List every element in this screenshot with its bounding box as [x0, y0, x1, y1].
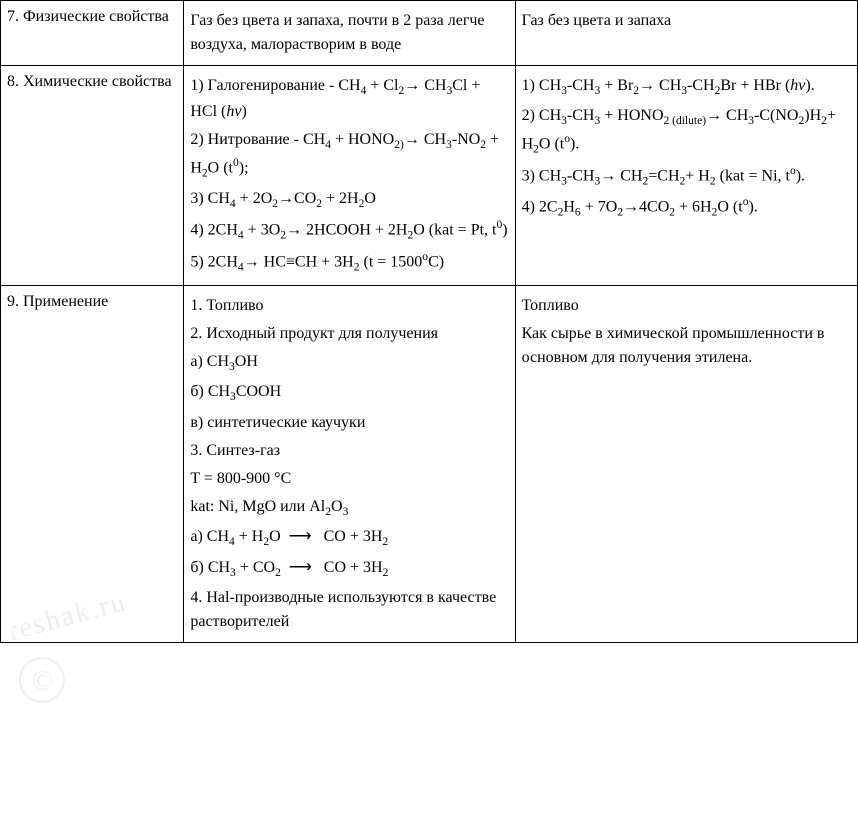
chem-line: 2) CH3-CH3 + HONO2 (dilute)→ CH3-C(NO2)H… [522, 104, 851, 158]
cell-col3: Топливо Как сырье в химической промышлен… [515, 285, 857, 642]
chem-line: a) CH3OH [190, 350, 508, 376]
text-line: 3. Синтез-газ [190, 439, 508, 463]
chem-line: kat: Ni, MgO или Al2O3 [190, 495, 508, 521]
row-label: 8. Химические свойства [1, 66, 184, 286]
text-line: Газ без цвета и запаха [522, 9, 851, 33]
chem-line: 2) Нитрование - CH4 + HONO2)→ CH3-NO2 + … [190, 128, 508, 182]
chem-line: б) CH3 + CO2 ⟶ CO + 3H2 [190, 556, 508, 582]
table-row: 7. Физические свойства Газ без цвета и з… [1, 1, 858, 66]
cell-col2: Газ без цвета и запаха, почти в 2 раза л… [184, 1, 515, 66]
cell-col3: 1) CH3-CH3 + Br2→ CH3-CH2Br + HBr (hv). … [515, 66, 857, 286]
text-line: T = 800-900 °C [190, 467, 508, 491]
text-line: 1. Топливо [190, 294, 508, 318]
text-line: Как сырье в химической промышленности в … [522, 322, 851, 370]
text-line: Топливо [522, 294, 851, 318]
table-row: 8. Химические свойства 1) Галогенировани… [1, 66, 858, 286]
chem-line: 4) 2CH4 + 3O2→ 2HCOOH + 2H2O (kat = Pt, … [190, 217, 508, 245]
cell-col2: 1) Галогенирование - CH4 + Cl2→ CH3Cl + … [184, 66, 515, 286]
chem-line: б) CH3COOH [190, 380, 508, 406]
chem-line: 5) 2CH4→ HC≡CH + 3H2 (t = 1500oC) [190, 249, 508, 277]
text-line: 4. Hal-производные используются в качест… [190, 586, 508, 634]
chem-line: 1) Галогенирование - CH4 + Cl2→ CH3Cl + … [190, 74, 508, 124]
properties-table: 7. Физические свойства Газ без цвета и з… [0, 0, 858, 643]
text-line: 2. Исходный продукт для получения [190, 322, 508, 346]
text-line: в) синтетические каучуки [190, 411, 508, 435]
text-line: Газ без цвета и запаха, почти в 2 раза л… [190, 9, 508, 57]
chem-line: 1) CH3-CH3 + Br2→ CH3-CH2Br + HBr (hv). [522, 74, 851, 100]
row-label: 9. Применение [1, 285, 184, 642]
chem-line: 3) CH3-CH3→ CH2=CH2+ H2 (kat = Ni, to). [522, 163, 851, 191]
chem-line: 3) CH4 + 2O2→CO2 + 2H2O [190, 187, 508, 213]
table-row: 9. Применение 1. Топливо 2. Исходный про… [1, 285, 858, 642]
cell-col2: 1. Топливо 2. Исходный продукт для получ… [184, 285, 515, 642]
row-label: 7. Физические свойства [1, 1, 184, 66]
cell-col3: Газ без цвета и запаха [515, 1, 857, 66]
svg-text:©: © [32, 666, 55, 697]
chem-line: 4) 2C2H6 + 7O2→4CO2 + 6H2O (to). [522, 194, 851, 222]
chem-line: a) CH4 + H2O ⟶ CO + 3H2 [190, 525, 508, 551]
